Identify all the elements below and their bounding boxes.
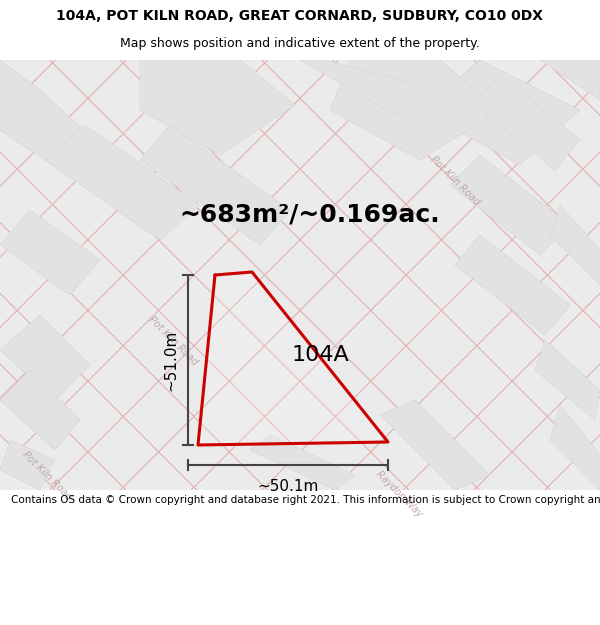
- Polygon shape: [0, 60, 100, 180]
- Polygon shape: [0, 210, 100, 295]
- Polygon shape: [300, 60, 420, 115]
- Polygon shape: [455, 235, 570, 335]
- Text: ~683m²/~0.169ac.: ~683m²/~0.169ac.: [179, 203, 440, 227]
- Polygon shape: [45, 125, 200, 240]
- Polygon shape: [380, 400, 490, 490]
- Text: Contains OS data © Crown copyright and database right 2021. This information is : Contains OS data © Crown copyright and d…: [11, 496, 600, 506]
- Polygon shape: [475, 75, 580, 170]
- Polygon shape: [250, 435, 355, 490]
- Text: Map shows position and indicative extent of the property.: Map shows position and indicative extent…: [120, 38, 480, 50]
- Polygon shape: [0, 440, 55, 490]
- Polygon shape: [450, 155, 570, 255]
- Polygon shape: [0, 370, 80, 450]
- Polygon shape: [198, 272, 388, 445]
- Polygon shape: [330, 60, 500, 160]
- Polygon shape: [540, 60, 600, 100]
- Text: Pot Kiln Road: Pot Kiln Road: [428, 154, 482, 208]
- Polygon shape: [550, 405, 600, 490]
- Text: 104A, POT KILN ROAD, GREAT CORNARD, SUDBURY, CO10 0DX: 104A, POT KILN ROAD, GREAT CORNARD, SUDB…: [56, 9, 544, 23]
- Text: Pot Kiln Road: Pot Kiln Road: [20, 449, 74, 503]
- Polygon shape: [550, 205, 600, 285]
- Text: Pot Kiln Road: Pot Kiln Road: [146, 314, 200, 368]
- Polygon shape: [420, 60, 580, 165]
- Polygon shape: [140, 60, 295, 155]
- Text: ~51.0m: ~51.0m: [163, 329, 178, 391]
- Polygon shape: [140, 125, 290, 245]
- Text: 104A: 104A: [291, 345, 349, 365]
- Polygon shape: [0, 315, 90, 400]
- Text: ~50.1m: ~50.1m: [257, 479, 319, 494]
- Polygon shape: [535, 340, 600, 420]
- Text: Raydon Way: Raydon Way: [374, 469, 424, 519]
